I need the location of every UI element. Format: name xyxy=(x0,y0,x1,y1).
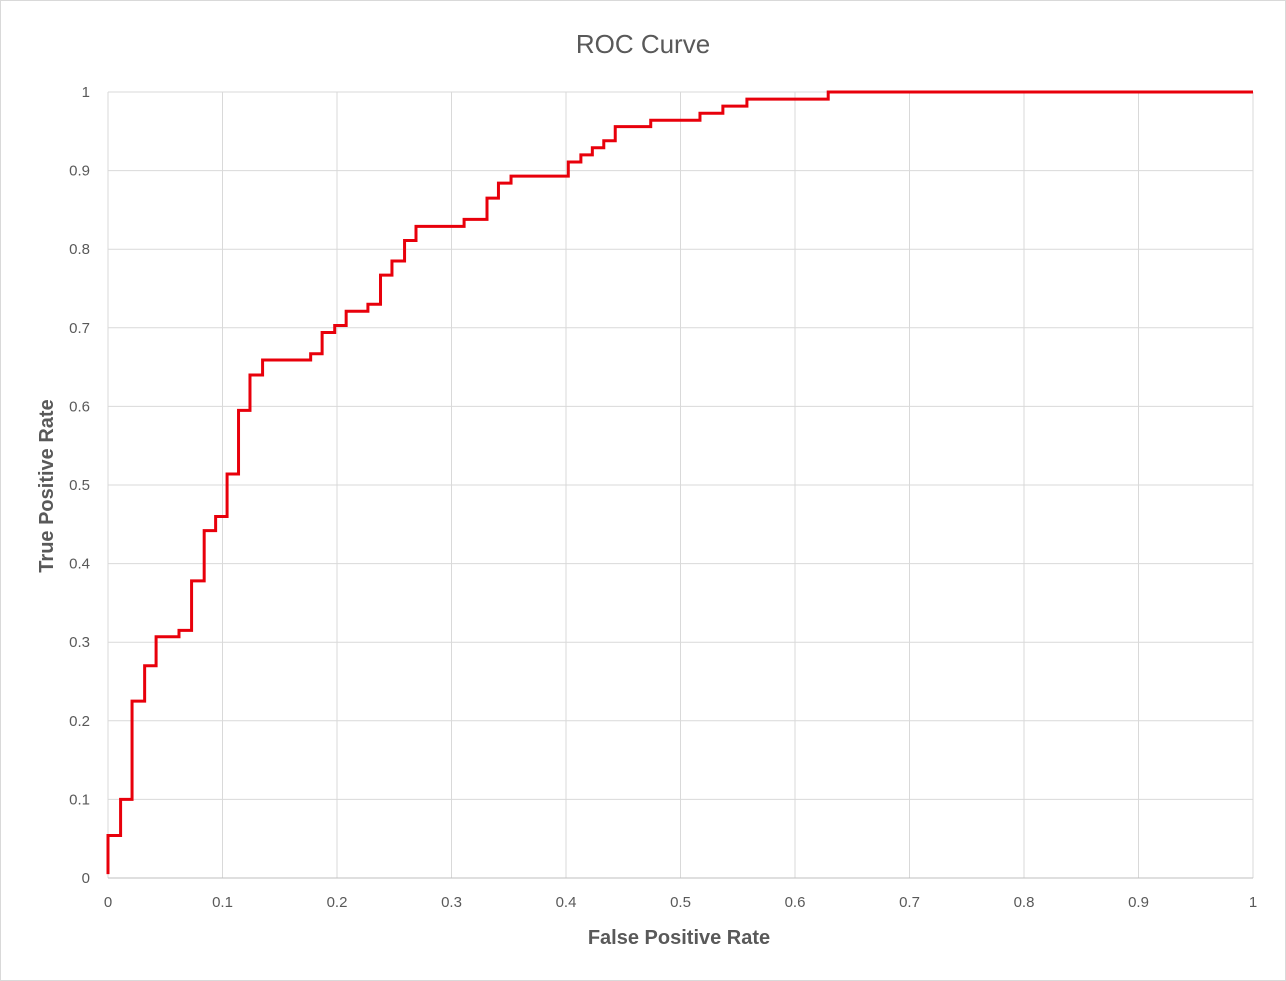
series-layer xyxy=(106,90,1253,875)
y-tick-label: 0.8 xyxy=(69,241,90,258)
y-tick-label: 0.7 xyxy=(69,320,90,337)
y-tick-label: 0 xyxy=(82,870,90,887)
y-tick-label: 0.6 xyxy=(69,398,90,415)
x-axis-title: False Positive Rate xyxy=(588,927,770,949)
y-tick-label: 0.1 xyxy=(69,791,90,808)
x-tick-label: 0 xyxy=(104,894,112,911)
y-tick-label: 0.5 xyxy=(69,477,90,494)
gridlines xyxy=(107,91,1254,879)
x-tick-label: 0.9 xyxy=(1128,894,1149,911)
chart-title: ROC Curve xyxy=(576,29,710,59)
roc-curve-line xyxy=(106,90,1253,875)
x-tick-label: 0.6 xyxy=(785,894,806,911)
x-tick-label: 0.8 xyxy=(1014,894,1035,911)
y-tick-label: 0.2 xyxy=(69,713,90,730)
x-tick-label: 0.1 xyxy=(212,894,233,911)
y-tick-label: 0.4 xyxy=(69,556,90,573)
y-tick-label: 0.3 xyxy=(69,634,90,651)
tick-labels: 0 0.1 0.2 0.3 0.4 0.5 0.6 0.7 0.8 0.9 1 0 0.1 0.2 0.3 0… xyxy=(69,84,1257,911)
x-tick-label: 0.2 xyxy=(327,894,348,911)
x-tick-label: 0.3 xyxy=(441,894,462,911)
x-tick-label: 1 xyxy=(1249,894,1257,911)
y-axis-title: True Positive Rate xyxy=(36,399,58,572)
x-tick-label: 0.5 xyxy=(670,894,691,911)
x-tick-label: 0.7 xyxy=(899,894,920,911)
x-tick-label: 0.4 xyxy=(556,894,577,911)
y-tick-label: 1 xyxy=(82,84,90,101)
y-tick-label: 0.9 xyxy=(69,163,90,180)
